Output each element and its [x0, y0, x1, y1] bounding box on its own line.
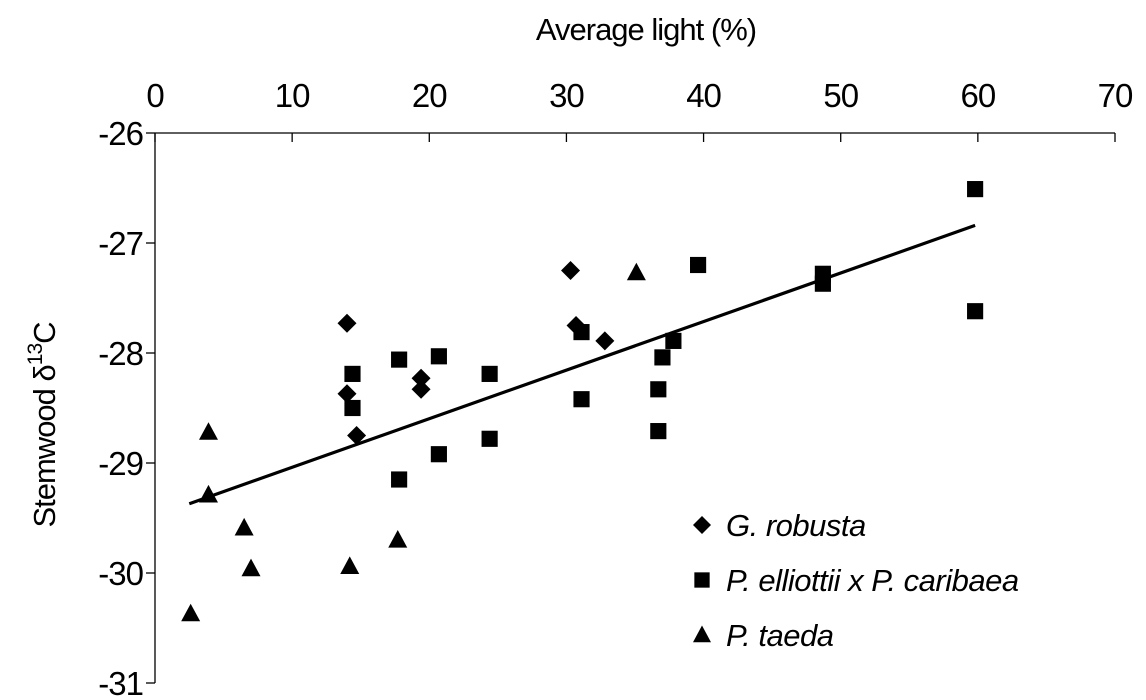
x-axis-title: Average light (%) [536, 12, 756, 47]
legend: G. robusta P. elliottii x P. caribaea P. t… [693, 508, 1019, 653]
data-point-square [430, 446, 447, 463]
data-point-triangle [198, 484, 218, 503]
data-point-square [344, 399, 361, 417]
x-tick-label: 50 [823, 77, 858, 114]
data-point-square [650, 381, 667, 398]
data-point-triangle [198, 422, 218, 440]
data-point-square [573, 391, 590, 408]
x-tick-label: 40 [686, 77, 721, 114]
data-point-diamond [347, 426, 367, 445]
data-point-triangle [626, 262, 646, 281]
y-axis-title-suffix: C [27, 322, 62, 344]
data-point-square [430, 348, 447, 365]
legend-marker-square [694, 572, 710, 588]
data-point-diamond [411, 379, 431, 399]
y-axis-title: Stemwood δ13C [24, 322, 62, 528]
y-tick-label: -29 [98, 445, 143, 482]
data-point-square [481, 430, 498, 447]
x-tick-label: 60 [960, 77, 995, 114]
data-point-diamond [337, 313, 357, 333]
legend-marker-triangle [693, 625, 711, 643]
data-point-square [654, 349, 671, 366]
data-point-diamond [337, 384, 357, 404]
x-tick-label: 70 [1098, 77, 1133, 114]
legend-marker-diamond [693, 516, 711, 534]
legend-label: G. robusta [726, 508, 866, 543]
data-point-square [665, 332, 682, 349]
legend-label: P. elliottii x P. caribaea [726, 563, 1019, 598]
y-tick-label: -30 [98, 555, 143, 592]
y-axis-title-prefix: Stemwood δ [27, 365, 62, 527]
y-axis-title-superscript: 13 [24, 344, 47, 366]
data-point-square [344, 365, 361, 382]
trend-line-group [188, 223, 976, 506]
svg-text:Stemwood δ13C: Stemwood δ13C [24, 322, 62, 528]
x-tick-label: 30 [549, 77, 584, 114]
x-tick-label: 10 [275, 77, 310, 114]
data-point-triangle [340, 556, 360, 574]
data-point-diamond [561, 261, 581, 280]
data-point-triangle [181, 603, 201, 622]
data-points [181, 181, 984, 622]
data-point-square [391, 351, 408, 368]
y-tick-label: -31 [98, 665, 143, 700]
data-point-square [391, 471, 408, 488]
data-point-square [814, 275, 831, 292]
data-point-square [573, 324, 590, 341]
x-tick-label: 0 [146, 77, 164, 114]
data-point-square [967, 181, 984, 198]
axes: 0 10 20 30 40 50 60 70 -26 -27 -28 -29 -30 -31 [98, 77, 1134, 700]
data-point-square [967, 303, 984, 320]
data-point-diamond [411, 368, 431, 388]
data-point-square [690, 256, 707, 274]
legend-label: P. taeda [726, 618, 834, 653]
trend-line [188, 223, 976, 506]
data-point-triangle [388, 530, 408, 548]
data-point-square [481, 365, 498, 382]
data-point-diamond [595, 331, 615, 351]
data-point-triangle [241, 558, 261, 577]
data-point-square [650, 423, 667, 440]
data-point-triangle [234, 517, 254, 536]
y-tick-label: -27 [98, 225, 143, 262]
y-tick-label: -28 [98, 335, 143, 372]
x-tick-label: 20 [412, 77, 447, 114]
y-tick-label: -26 [98, 115, 143, 152]
